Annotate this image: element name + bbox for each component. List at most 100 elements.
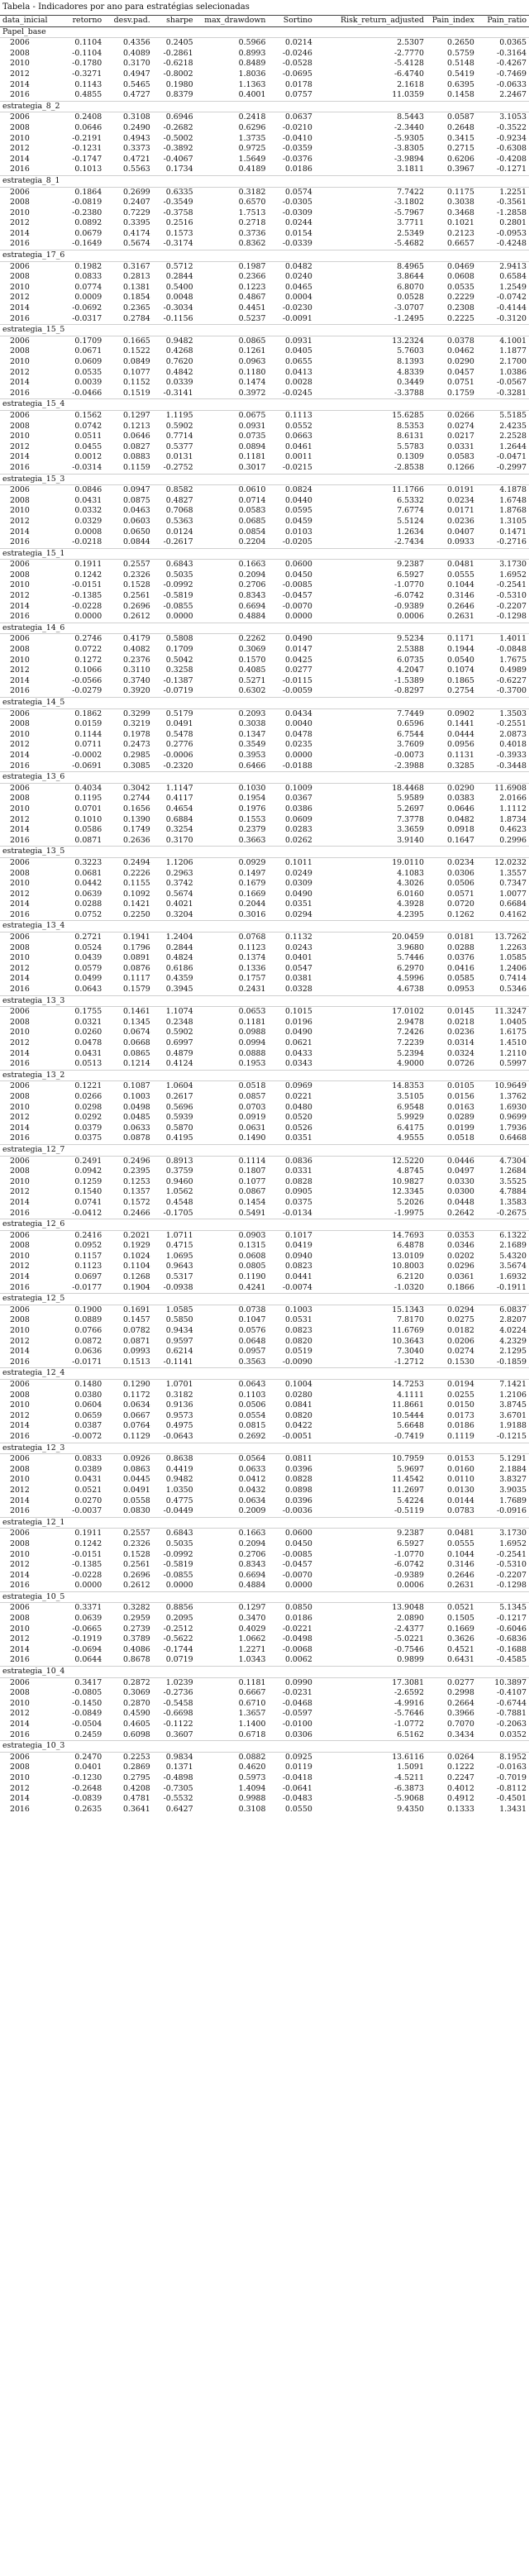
table-cell: 0.8582 xyxy=(165,485,193,495)
table-cell: 0.1190 xyxy=(238,1272,266,1282)
table-row: 2016 0.0000 0.2612 0.0000 0.4884 0.0000 0.0006… xyxy=(0,1581,529,1591)
table-cell: -0.0068 xyxy=(282,1644,312,1654)
table-row: 2010 0.1272 0.2376 0.5042 0.1570 0.0425 6.0735… xyxy=(0,656,529,666)
group-name: estrategia_13_5 xyxy=(0,846,529,858)
table-cell: 6.8070 xyxy=(397,282,424,292)
table-row: 2014 -0.0228 0.2696 -0.0855 0.6694 -0.0070 -0.… xyxy=(0,602,529,613)
table-cell: 0.9434 xyxy=(165,1326,193,1336)
table-cell: 0.6431 xyxy=(447,1655,474,1665)
table-cell: 8.1393 xyxy=(397,357,424,366)
table-row: 2014 0.0697 0.1268 0.5317 0.1190 0.0441 6.2120… xyxy=(0,1272,529,1283)
table-cell: 0.2093 xyxy=(238,708,266,718)
table-cell: 0.1044 xyxy=(447,1549,474,1559)
table-cell: 0.6710 xyxy=(238,1698,266,1708)
table-cell: 0.1579 xyxy=(122,985,150,995)
table-cell: -0.3700 xyxy=(497,686,527,696)
table-cell: 4.3026 xyxy=(397,879,424,889)
table-cell: 0.1864 xyxy=(74,187,102,197)
group-header-row: estrategia_12_6 xyxy=(0,1219,529,1231)
table-cell: 6.4175 xyxy=(397,1123,424,1133)
table-cell: 0.1181 xyxy=(238,452,266,462)
table-cell: 0.0154 xyxy=(284,228,312,238)
table-cell: 0.2795 xyxy=(122,1772,150,1782)
table-cell: -0.0449 xyxy=(163,1506,193,1516)
table-cell: -0.0134 xyxy=(282,1208,312,1218)
table-cell: -0.0597 xyxy=(282,1709,312,1719)
table-cell: 0.6302 xyxy=(238,686,266,696)
table-cell: 0.1117 xyxy=(122,974,150,984)
table-cell: 1.7675 xyxy=(499,655,527,665)
table-cell: 0.2561 xyxy=(122,1560,150,1570)
table-cell: 1.0585 xyxy=(165,1305,193,1314)
table-cell: -0.0171 xyxy=(72,1357,102,1367)
table-row: 2016 -0.0691 0.3085 -0.2320 0.6466 -0.0188 -2.… xyxy=(0,761,529,772)
table-cell: 0.0000 xyxy=(284,750,312,760)
table-cell: 0.0401 xyxy=(74,1763,102,1772)
table-cell: -6.0742 xyxy=(394,1560,424,1570)
table-cell: 2016 xyxy=(10,1655,30,1665)
table-cell: 0.1734 xyxy=(165,165,193,174)
table-row: 2008 0.0380 0.1172 0.3182 0.1103 0.0280 4.1111… xyxy=(0,1391,529,1401)
table-cell: 0.0432 xyxy=(238,1485,266,1495)
table-cell: 2008 xyxy=(10,942,30,952)
table-cell: 0.0290 xyxy=(447,357,474,366)
table-cell: 6.4878 xyxy=(397,1241,424,1251)
table-cell: 0.0124 xyxy=(165,527,193,537)
table-cell: 0.1143 xyxy=(74,79,102,89)
table-row: 2016 -0.0279 0.3920 -0.0719 0.6302 -0.0059 -0.… xyxy=(0,686,529,697)
table-row: 2010 0.0260 0.0674 0.5902 0.0988 0.0490 7.2426… xyxy=(0,1028,529,1038)
table-cell: -0.2997 xyxy=(497,462,527,472)
table-row: 2012 -0.3271 0.4947 -0.8002 1.8036 -0.0695 -6.… xyxy=(0,69,529,80)
table-cell: 0.9834 xyxy=(165,1752,193,1762)
group-header-row: estrategia_12_5 xyxy=(0,1293,529,1305)
table-cell: 0.1152 xyxy=(122,378,150,388)
table-cell: 1.4011 xyxy=(499,634,527,644)
table-cell: 0.0181 xyxy=(447,933,474,942)
table-cell: 0.0103 xyxy=(284,527,312,537)
table-row: 2008 0.0159 0.3219 0.0491 0.3038 0.0040 0.6596… xyxy=(0,719,529,730)
table-cell: 0.1123 xyxy=(238,942,266,952)
table-cell: 0.0439 xyxy=(74,953,102,963)
table-cell: 0.3967 xyxy=(447,165,474,174)
table-cell: -0.0072 xyxy=(72,1431,102,1441)
table-cell: 0.0600 xyxy=(284,560,312,570)
table-cell: 0.0457 xyxy=(447,367,474,377)
table-cell: -0.1231 xyxy=(72,144,102,154)
table-cell: 0.1865 xyxy=(447,675,474,685)
table-cell: 0.1530 xyxy=(447,1357,474,1367)
table-cell: 0.0396 xyxy=(284,1496,312,1505)
table-cell: 0.3449 xyxy=(397,378,424,388)
table-cell: 0.4775 xyxy=(165,1496,193,1505)
table-cell: 0.2776 xyxy=(165,740,193,750)
table-cell: 2010 xyxy=(10,1772,30,1782)
table-cell: 2.5349 xyxy=(397,228,424,238)
table-cell: -0.5002 xyxy=(163,133,193,143)
table-row: 2010 0.0298 0.0498 0.5696 0.0703 0.0480 6.9548… xyxy=(0,1103,529,1114)
table-cell: 0.0296 xyxy=(447,1262,474,1271)
indicators-table: data_inicial retorno desv.pad. sharpe max_dr… xyxy=(0,15,529,1815)
table-cell: 0.0830 xyxy=(122,1506,150,1516)
table-cell: 0.0011 xyxy=(284,452,312,462)
table-cell: 5.9697 xyxy=(397,1464,424,1474)
table-cell: 0.0668 xyxy=(122,1038,150,1047)
table-cell: 0.0440 xyxy=(284,495,312,505)
table-cell: -0.0839 xyxy=(72,1794,102,1804)
table-cell: 0.0741 xyxy=(74,1197,102,1207)
table-cell: 0.3626 xyxy=(447,1634,474,1644)
table-cell: 2010 xyxy=(10,282,30,292)
table-cell: 0.4721 xyxy=(122,154,150,164)
table-cell: 2010 xyxy=(10,506,30,516)
table-row: 2006 0.2416 0.2021 1.0711 0.0903 0.1017 14.769… xyxy=(0,1230,529,1241)
table-cell: 0.5563 xyxy=(122,165,150,174)
table-cell: 0.0815 xyxy=(238,1421,266,1431)
group-header-row: estrategia_13_3 xyxy=(0,995,529,1008)
table-cell: -0.0305 xyxy=(282,198,312,208)
table-cell: 2008 xyxy=(10,868,30,878)
table-cell: 0.0324 xyxy=(447,1048,474,1058)
table-row: 2016 0.1013 0.5563 0.1734 0.4189 0.0186 3.1811… xyxy=(0,165,529,175)
table-cell: -0.6227 xyxy=(497,675,527,685)
table-cell: 2008 xyxy=(10,1464,30,1474)
table-cell: 2.2467 xyxy=(499,90,527,100)
table-cell: 1.4510 xyxy=(499,1038,527,1047)
table-cell: 0.1709 xyxy=(74,336,102,346)
